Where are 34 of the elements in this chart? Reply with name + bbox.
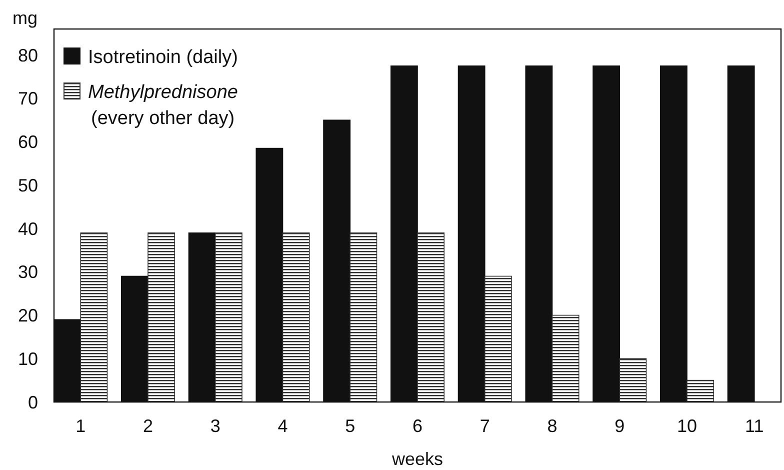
x-tick-label: 6 bbox=[412, 416, 423, 436]
bar bbox=[686, 380, 714, 402]
bar bbox=[148, 232, 176, 402]
y-tick-label: 0 bbox=[28, 392, 38, 412]
y-axis-title: mg bbox=[12, 8, 38, 28]
y-tick-label: 80 bbox=[18, 45, 38, 66]
x-tick-label: 2 bbox=[142, 416, 153, 436]
y-tick-label: 20 bbox=[18, 306, 38, 326]
x-tick-label: 1 bbox=[76, 416, 86, 436]
y-tick-label: 30 bbox=[18, 262, 38, 282]
bar bbox=[552, 314, 580, 402]
x-tick-label: 11 bbox=[745, 416, 764, 436]
x-tick-label: 3 bbox=[210, 416, 220, 436]
x-tick-label: 5 bbox=[345, 416, 356, 436]
x-axis-title: weeks bbox=[390, 449, 444, 469]
x-tick-label: 4 bbox=[278, 416, 288, 436]
x-tick-label: 10 bbox=[676, 416, 698, 436]
bar bbox=[80, 232, 108, 402]
y-tick-label: 10 bbox=[18, 348, 38, 369]
bar bbox=[619, 358, 647, 402]
y-tick-label: 50 bbox=[18, 175, 38, 196]
x-tick-label: 8 bbox=[547, 416, 558, 436]
x-tick-label: 9 bbox=[614, 416, 625, 436]
legend-label: Methylprednisone (every other day) bbox=[88, 82, 238, 129]
y-tick-label: 40 bbox=[18, 218, 38, 239]
y-tick-label: 60 bbox=[18, 132, 38, 152]
bar bbox=[282, 232, 310, 402]
bar bbox=[484, 276, 512, 402]
x-tick-label: 7 bbox=[480, 416, 490, 436]
bar bbox=[417, 232, 445, 402]
y-tick-label: 70 bbox=[18, 88, 38, 109]
legend-label: Isotretinoin (daily) bbox=[88, 47, 238, 68]
bar bbox=[350, 232, 378, 402]
bar bbox=[214, 232, 242, 402]
